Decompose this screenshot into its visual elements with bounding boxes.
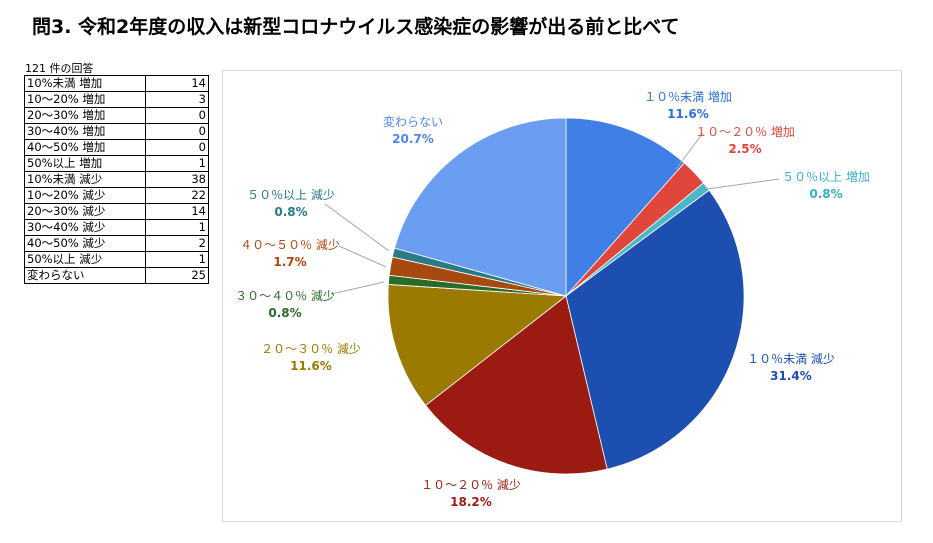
pie-slice xyxy=(565,117,685,298)
table-cell-category: 40〜50% 減少 xyxy=(24,235,146,252)
table-cell-category: 40〜50% 増加 xyxy=(24,139,146,156)
leader-line xyxy=(330,281,385,295)
table-cell-category: 10〜20% 減少 xyxy=(24,187,146,204)
slice-percent-label: 1.7% xyxy=(273,255,306,269)
table-cell-category: 30〜40% 増加 xyxy=(24,123,146,140)
slice-percent-label: 18.2% xyxy=(450,495,492,509)
slice-label: 変わらない xyxy=(383,114,443,129)
table-row: 50%以上 減少 1 xyxy=(24,251,209,268)
slice-percent-label: 31.4% xyxy=(770,369,812,383)
table-row: 10〜20% 増加 3 xyxy=(24,91,209,108)
table-row: 20〜30% 増加 0 xyxy=(24,107,209,124)
slice-percent-label: 2.5% xyxy=(728,142,761,156)
pie-slice xyxy=(425,295,608,475)
slice-label: ２０〜３０％ 減少 xyxy=(261,341,361,356)
pie-slice xyxy=(565,189,745,470)
table-cell-category: 50%以上 減少 xyxy=(24,251,146,268)
slice-percent-label: 20.7% xyxy=(392,132,434,146)
slice-percent-label: 0.8% xyxy=(268,306,301,320)
table-row: 10〜20% 減少 22 xyxy=(24,187,209,204)
table-cell-count: 1 xyxy=(145,155,209,172)
slice-label: １０％未満 増加 xyxy=(644,90,732,104)
leader-line xyxy=(324,203,390,252)
table-cell-count: 0 xyxy=(145,123,209,140)
slice-percent-label: 0.8% xyxy=(809,187,842,201)
table-row: 40〜50% 減少 2 xyxy=(24,235,209,252)
table-cell-count: 0 xyxy=(145,139,209,156)
table-cell-category: 20〜30% 増加 xyxy=(24,107,146,124)
table-cell-category: 20〜30% 減少 xyxy=(24,203,146,220)
table-cell-category: 10〜20% 増加 xyxy=(24,91,146,108)
table-cell-category: 10%未満 増加 xyxy=(24,75,146,92)
table-cell-count: 14 xyxy=(145,203,209,220)
pie-chart: １０％未満 増加 11.6% １０〜２０％ 増加 2.5% ５０％以上 増加 0.8% １０… xyxy=(235,90,870,509)
table-cell-count: 14 xyxy=(145,75,209,92)
table-cell-count: 1 xyxy=(145,251,209,268)
table-cell-count: 22 xyxy=(145,187,209,204)
table-cell-count: 0 xyxy=(145,107,209,124)
response-table: 10%未満 増加 14 10〜20% 増加 3 20〜30% 増加 0 30〜40% 増加 0… xyxy=(24,75,209,284)
slice-label: ４０〜５０％ 減少 xyxy=(240,237,340,252)
response-count: 121 件の回答 xyxy=(25,62,94,75)
leader-line xyxy=(338,245,387,268)
table-cell-category: 10%未満 減少 xyxy=(24,171,146,188)
table-row: 30〜40% 増加 0 xyxy=(24,123,209,140)
table-cell-count: 3 xyxy=(145,91,209,108)
page-title: 問3. 令和2年度の収入は新型コロナウイルス感染症の影響が出る前と比べて xyxy=(32,16,680,38)
table-row: 変わらない 25 xyxy=(24,267,209,284)
table-row: 10%未満 増加 14 xyxy=(24,75,209,92)
slice-label: ５０％以上 減少 xyxy=(247,187,335,202)
slice-label: １０〜２０％ 減少 xyxy=(421,477,521,492)
slice-label: １０％未満 減少 xyxy=(747,351,835,366)
table-cell-category: 変わらない xyxy=(24,267,146,284)
leader-line xyxy=(706,178,780,190)
leader-line xyxy=(675,132,704,170)
chart-area: １０％未満 増加 11.6% １０〜２０％ 増加 2.5% ５０％以上 増加 0.8% １０… xyxy=(222,70,902,522)
table-cell-count: 38 xyxy=(145,171,209,188)
table-row: 20〜30% 減少 14 xyxy=(24,203,209,220)
table-cell-count: 1 xyxy=(145,219,209,236)
table-cell-count: 25 xyxy=(145,267,209,284)
table-row: 30〜40% 減少 1 xyxy=(24,219,209,236)
slice-label: １０〜２０％ 増加 xyxy=(695,125,795,139)
table-cell-count: 2 xyxy=(145,235,209,252)
pie-slice xyxy=(394,117,567,297)
table-row: 50%以上 増加 1 xyxy=(24,155,209,172)
slice-percent-label: 0.8% xyxy=(274,205,307,219)
table-row: 10%未満 減少 38 xyxy=(24,171,209,188)
slice-percent-label: 11.6% xyxy=(290,359,332,373)
pie-slice xyxy=(387,284,568,406)
slice-label: ５０％以上 増加 xyxy=(782,170,870,184)
table-row: 40〜50% 増加 0 xyxy=(24,139,209,156)
table-cell-category: 50%以上 増加 xyxy=(24,155,146,172)
table-cell-category: 30〜40% 減少 xyxy=(24,219,146,236)
slice-label: ３０〜４０％ 減少 xyxy=(235,288,335,303)
slice-percent-label: 11.6% xyxy=(667,107,709,121)
